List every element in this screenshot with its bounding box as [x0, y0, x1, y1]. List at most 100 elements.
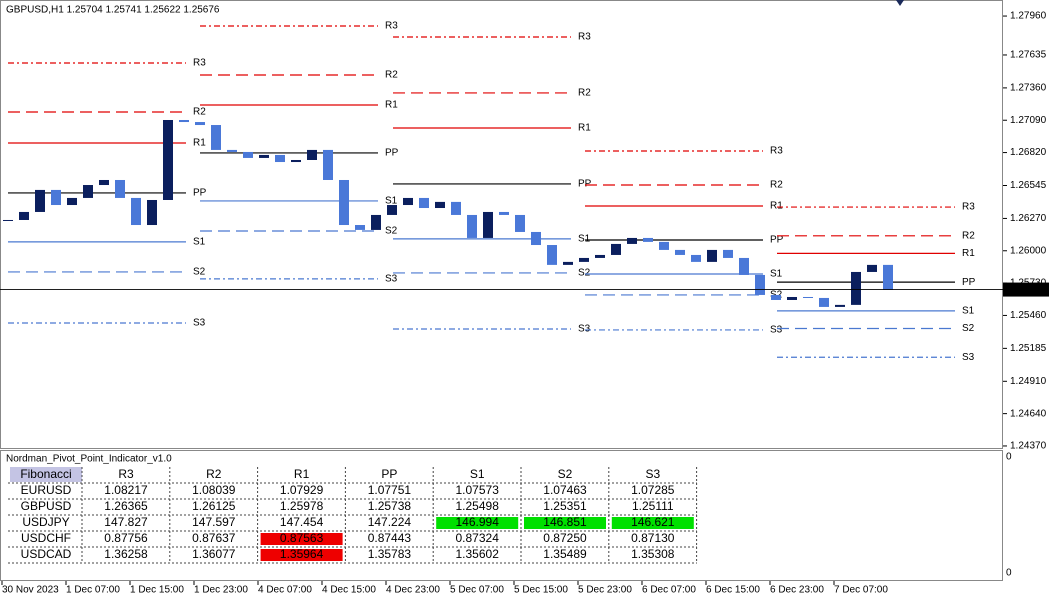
value-cell: 146.851 [543, 515, 587, 529]
pivot-label: R3 [385, 21, 398, 32]
candle-body [579, 257, 589, 262]
pivot-label: PP [385, 148, 399, 159]
pivot-label: PP [962, 277, 976, 288]
pivot-label: S1 [962, 306, 975, 317]
candle-body [771, 294, 781, 300]
candle-body [739, 257, 749, 275]
pivot-label: R1 [770, 201, 783, 212]
price-label: 1.25185 [1010, 343, 1047, 354]
price-label: 1.27090 [1010, 115, 1047, 126]
pivot-label: R3 [962, 202, 975, 213]
candle-body [803, 296, 813, 298]
symbol-header: GBPUSD,H1 1.25704 1.25741 1.25622 1.2567… [6, 5, 220, 16]
pivot-label: S3 [385, 274, 398, 285]
value-cell: 1.08039 [192, 483, 236, 497]
pivot-label: R3 [770, 146, 783, 157]
time-label: 5 Dec 15:00 [514, 585, 568, 596]
value-cell: 1.26365 [104, 499, 148, 513]
price-label: 1.26820 [1010, 147, 1047, 158]
candle-body [227, 149, 237, 152]
time-label: 4 Dec 07:00 [258, 585, 312, 596]
value-cell: 1.35964 [280, 547, 324, 561]
pivot-label: S3 [770, 325, 783, 336]
time-label: 4 Dec 23:00 [386, 585, 440, 596]
candle-body [179, 119, 189, 123]
cell-highlight [260, 533, 343, 545]
cell-highlight [611, 517, 694, 529]
pivot-label: S1 [193, 237, 206, 248]
value-cell: 1.36077 [192, 547, 236, 561]
value-cell: 1.35308 [631, 547, 675, 561]
value-cell: 1.25738 [368, 499, 412, 513]
price-label: 1.27635 [1010, 50, 1047, 61]
shift-marker [896, 0, 904, 6]
price-label: 1.25730 [1010, 278, 1047, 289]
cell-highlight [524, 517, 606, 529]
candle-body [835, 304, 845, 307]
pivot-label: R2 [385, 70, 398, 81]
value-cell: 0.87756 [104, 531, 148, 545]
candle-body [435, 201, 445, 209]
pivot-label: R2 [578, 88, 591, 99]
time-label: 30 Nov 2023 [2, 585, 59, 596]
candle-body [211, 125, 221, 150]
value-cell: 147.454 [280, 515, 324, 529]
price-label: 1.26000 [1010, 245, 1047, 256]
time-label: 4 Dec 15:00 [322, 585, 376, 596]
pivot-label: PP [578, 179, 592, 190]
column-header: R2 [206, 467, 222, 481]
candle-body [563, 261, 573, 265]
candle-body [195, 122, 205, 126]
value-cell: 1.08217 [104, 483, 148, 497]
candle-body [643, 237, 653, 242]
candle-body [707, 249, 717, 262]
candle-body [115, 179, 125, 198]
candle-body [387, 205, 397, 215]
candle-body [19, 211, 29, 220]
value-cell: 1.07573 [456, 483, 500, 497]
candle-body [323, 149, 333, 180]
pivot-label: R3 [193, 58, 206, 69]
price-label: 1.26545 [1010, 180, 1047, 191]
candle-body [787, 296, 797, 300]
indicator-scale: 0 [1006, 568, 1012, 579]
candle-body [499, 211, 509, 215]
candle-body [403, 197, 413, 206]
pivot-label: R1 [385, 100, 398, 111]
pivot-label: S1 [385, 196, 398, 207]
value-cell: 1.35602 [456, 547, 500, 561]
column-header: S1 [470, 467, 485, 481]
symbol-cell: USDJPY [22, 515, 69, 529]
value-cell: 147.224 [368, 515, 412, 529]
candle-body [243, 151, 253, 158]
candle-body [723, 249, 733, 258]
indicator-title: Nordman_Pivot_Point_Indicator_v1.0 [6, 454, 172, 465]
column-header: R1 [294, 467, 310, 481]
candle-body [83, 185, 93, 198]
time-label: 6 Dec 23:00 [770, 585, 824, 596]
candle-body [611, 243, 621, 255]
method-cell [10, 467, 82, 482]
pivot-label: S1 [770, 269, 783, 280]
current-price-box [1003, 282, 1049, 297]
time-label: 5 Dec 23:00 [578, 585, 632, 596]
value-cell: 1.25498 [456, 499, 500, 513]
value-cell: 1.25978 [280, 499, 324, 513]
pivot-label: R2 [962, 230, 975, 241]
candle-body [163, 119, 173, 200]
symbol-cell: EURUSD [21, 483, 72, 497]
value-cell: 0.87637 [192, 531, 236, 545]
value-cell: 1.35783 [368, 547, 412, 561]
pivot-label: S1 [578, 234, 591, 245]
value-cell: 0.87324 [456, 531, 500, 545]
candle-body [355, 225, 365, 230]
time-label: 6 Dec 07:00 [642, 585, 696, 596]
candle-body [547, 245, 557, 265]
candle-body [755, 274, 765, 295]
value-cell: 1.35489 [543, 547, 587, 561]
candle-body [131, 197, 141, 226]
pivot-label: R3 [578, 32, 591, 43]
symbol-cell: USDCAD [21, 547, 72, 561]
candle-body [819, 297, 829, 307]
candle-body [467, 214, 477, 238]
